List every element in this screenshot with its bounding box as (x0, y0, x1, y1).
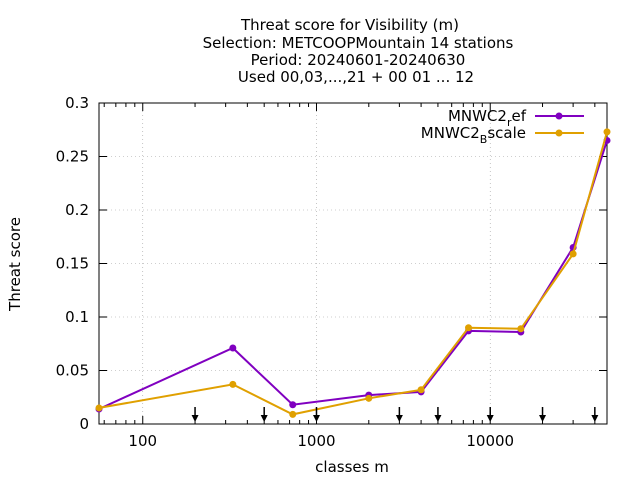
down-arrow-icon (260, 407, 268, 422)
legend-label-rest: scale (487, 124, 526, 142)
down-arrow-icon (486, 407, 494, 422)
plot-border (98, 102, 608, 425)
legend-label-subscript: r (507, 116, 512, 129)
x-axis-label: classes m (315, 458, 389, 476)
grid-lines (99, 103, 607, 424)
title-line-2: Selection: METCOOPMountain 14 stations (203, 34, 514, 52)
legend-swatch-point (555, 129, 563, 137)
chart-title: Threat score for Visibility (m) Selectio… (203, 16, 514, 86)
y-axis-label: Threat score (6, 217, 24, 312)
data-point (517, 325, 525, 333)
legend-label-rest: ef (511, 107, 526, 125)
x-tick-label: 10000 (466, 432, 514, 450)
y-tick-label: 0.3 (65, 94, 89, 112)
series-line (98, 140, 608, 410)
series-bscale (95, 128, 611, 418)
y-tick-label: 0.1 (65, 308, 89, 326)
down-arrow-icon (191, 407, 199, 422)
data-point (417, 386, 425, 394)
data-point (95, 404, 103, 412)
down-arrow-icon (591, 407, 599, 422)
axis-ticks: 0 0.05 0.1 0.15 0.2 0.25 0.3 100 1000 10000 (56, 94, 607, 450)
data-point (229, 380, 237, 388)
legend-label: MNWC2ref (448, 107, 527, 129)
legend-label: MNWC2Bscale (421, 124, 526, 146)
data-point (603, 128, 611, 136)
plot-frame (98, 102, 608, 425)
title-line-4: Used 00,03,...,21 + 00 01 ... 12 (238, 68, 474, 86)
series-line (98, 131, 608, 416)
down-arrow-icon (539, 407, 547, 422)
y-tick-label: 0 (79, 415, 89, 433)
y-tick-label: 0.15 (56, 255, 89, 273)
data-point (289, 410, 297, 418)
down-arrow-icon (434, 407, 442, 422)
y-tick-label: 0.05 (56, 362, 89, 380)
series-ref (95, 136, 611, 413)
title-line-3: Period: 20240601-20240630 (251, 51, 466, 69)
down-arrow-icon (395, 407, 403, 422)
title-line-1: Threat score for Visibility (m) (240, 16, 459, 34)
legend-entry: MNWC2ref (448, 107, 584, 129)
data-point (465, 324, 473, 332)
legend-label-main: MNWC2 (421, 124, 480, 142)
legend-label-subscript: B (480, 133, 488, 146)
data-point (365, 394, 373, 402)
down-arrow-icon (312, 407, 320, 422)
y-tick-label: 0.25 (56, 148, 89, 166)
data-point (289, 401, 297, 409)
data-point (569, 250, 577, 258)
x-tick-label: 100 (128, 432, 157, 450)
y-tick-label: 0.2 (65, 201, 89, 219)
x-tick-label: 1000 (297, 432, 335, 450)
series-layer (95, 128, 611, 418)
data-point (229, 344, 237, 352)
arrow-markers (191, 407, 599, 422)
legend-swatch-point (555, 112, 563, 120)
legend-entry: MNWC2Bscale (421, 124, 584, 146)
legend-label-main: MNWC2 (448, 107, 507, 125)
